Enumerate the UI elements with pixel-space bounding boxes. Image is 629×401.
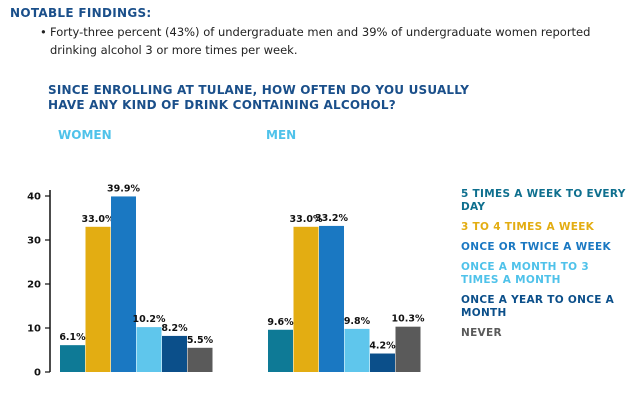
legend-item: 3 TO 4 TIMES A WEEK: [461, 221, 595, 233]
data-label: 10.2%: [133, 314, 166, 325]
bar-men-5: [370, 353, 395, 372]
y-tick-label: 0: [34, 368, 41, 379]
group-label-men: MEN: [266, 128, 297, 142]
data-label: 9.6%: [267, 317, 294, 328]
bar-men-3: [319, 225, 344, 372]
bar-men-2: [293, 226, 319, 372]
bar-women-1: [60, 345, 85, 372]
bar-women-3: [111, 196, 136, 372]
data-label: 4.2%: [369, 341, 396, 352]
findings-title: NOTABLE FINDINGS:: [10, 6, 152, 20]
chart-title: SINCE ENROLLING AT TULANE, HOW OFTEN DO …: [48, 83, 470, 112]
bar-women-2: [85, 226, 111, 372]
legend-item: ONCE A YEAR TO ONCE A MONTH: [461, 294, 615, 319]
data-label: 9.8%: [344, 316, 371, 327]
legend-item: ONCE A MONTH TO 3 TIMES A MONTH: [461, 261, 589, 286]
data-label: 39.9%: [107, 183, 140, 194]
y-tick-label: 30: [27, 236, 41, 247]
y-tick-label: 20: [27, 280, 41, 291]
group-label-women: WOMEN: [58, 128, 112, 142]
bar-women-5: [162, 335, 187, 372]
bar-men-1: [268, 329, 293, 372]
y-tick-label: 40: [27, 192, 41, 203]
chart-legend: 5 TIMES A WEEK TO EVERY DAY 3 TO 4 TIMES …: [461, 188, 626, 347]
bar-women-6: [187, 347, 213, 372]
bar-men-4: [344, 328, 370, 372]
data-label: 33.0%: [290, 214, 323, 225]
data-label: 33.0%: [82, 214, 115, 225]
data-label: 8.2%: [161, 323, 188, 334]
finding-text: • Forty-three percent (43%) of undergrad…: [40, 23, 620, 59]
y-tick-label: 10: [27, 324, 41, 335]
data-label: 5.5%: [187, 335, 214, 346]
legend-item: 5 TIMES A WEEK TO EVERY DAY: [461, 188, 626, 213]
finding-sentence: Forty-three percent (43%) of undergradua…: [50, 25, 591, 57]
data-label: 33.2%: [315, 213, 348, 224]
legend-item: ONCE OR TWICE A WEEK: [461, 241, 611, 253]
bar-men-6: [395, 326, 421, 372]
bar-women-4: [136, 327, 162, 372]
legend-item: NEVER: [461, 327, 502, 339]
bullet-icon: •: [40, 25, 47, 39]
data-label: 10.3%: [392, 314, 425, 325]
data-label: 6.1%: [59, 332, 86, 343]
